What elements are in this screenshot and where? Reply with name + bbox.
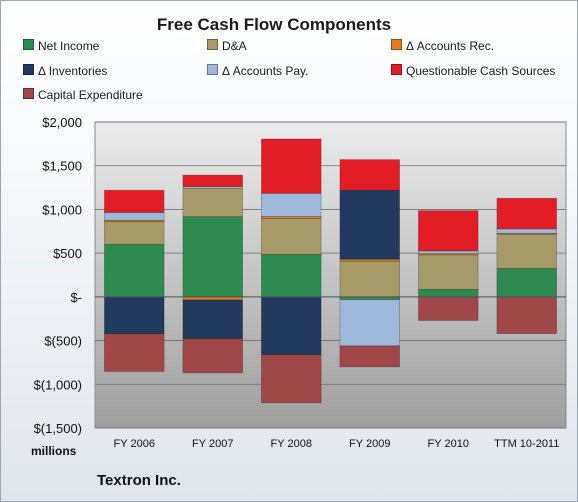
legend-item-da: D&A	[207, 39, 247, 53]
bar-segment	[496, 197, 557, 230]
y-tick-label: $(1,000)	[34, 377, 82, 392]
bar-segment	[496, 268, 557, 298]
legend-swatch	[207, 39, 218, 50]
x-tick-label: FY 2007	[192, 438, 233, 450]
y-tick-label: $2,000	[42, 115, 82, 130]
y-tick-label: $500	[53, 246, 82, 261]
legend-label: Capital Expenditure	[38, 88, 143, 102]
bar-segment	[418, 288, 479, 298]
bar-segment	[261, 296, 322, 356]
x-tick-label: FY 2009	[349, 438, 390, 450]
company-name: Textron Inc.	[97, 472, 181, 489]
bar-segment	[418, 250, 479, 255]
bar-segment	[496, 296, 557, 334]
bar-segment	[104, 333, 165, 372]
x-tick-label: TTM 10-2011	[494, 438, 559, 450]
units-label: millions	[31, 444, 77, 458]
x-tick-label: FY 2008	[271, 438, 312, 450]
bar-segment	[182, 338, 243, 374]
bar-segment	[261, 217, 322, 255]
bar-segment	[261, 138, 322, 194]
y-tick-label: $1,000	[42, 202, 82, 217]
bar-segment	[261, 354, 322, 404]
bar-segment	[339, 159, 400, 191]
legend-label: Net Income	[38, 39, 100, 53]
bar-segment	[418, 254, 479, 290]
chart-title: Free Cash Flow Components	[156, 15, 392, 34]
bar-segment	[104, 296, 165, 335]
bar-segment	[182, 174, 243, 188]
legend-item-accounts-pay: Δ Accounts Pay.	[207, 64, 309, 78]
bar-segment	[104, 212, 165, 221]
legend-swatch	[23, 88, 34, 99]
legend-item-questionable-cash: Questionable Cash Sources	[391, 64, 555, 78]
bar-segment	[418, 296, 479, 321]
bar-segment	[182, 187, 243, 218]
legend-label: Δ Accounts Pay.	[222, 64, 309, 78]
bar-segment	[496, 228, 557, 234]
bar-segment	[104, 189, 165, 213]
y-tick-label: $1,500	[42, 159, 82, 174]
y-tick-label: $-	[70, 290, 82, 305]
y-tick-label: $(1,500)	[34, 421, 82, 436]
legend-item-inventories: Δ Inventories	[23, 64, 107, 78]
bar-segment	[339, 260, 400, 298]
bar-segment	[261, 192, 322, 217]
legend-label: Questionable Cash Sources	[406, 64, 556, 78]
legend-item-capex: Capital Expenditure	[23, 88, 143, 102]
bar-segment	[182, 216, 243, 298]
legend-swatch	[23, 39, 34, 50]
bar-segment	[339, 345, 400, 368]
bar-segment	[104, 243, 165, 298]
bar-segment	[104, 221, 165, 245]
legend-item-accounts-rec: Δ Accounts Rec.	[391, 39, 494, 53]
x-tick-label: FY 2010	[428, 438, 469, 450]
legend-label: D&A	[222, 39, 247, 53]
bar-segment	[339, 189, 400, 260]
bar-segment	[418, 210, 479, 252]
bar-segment	[182, 299, 243, 340]
legend-label: Δ Accounts Rec.	[406, 39, 495, 53]
bar-segment	[496, 233, 557, 269]
bar-segment	[339, 299, 400, 347]
legend-swatch	[23, 64, 34, 75]
legend-swatch	[391, 64, 402, 75]
legend-item-net-income: Net Income	[23, 39, 99, 53]
bar-segment	[261, 253, 322, 298]
legend-label: Δ Inventories	[38, 64, 108, 78]
x-tick-label: FY 2006	[114, 438, 155, 450]
legend-swatch	[391, 39, 402, 50]
y-tick-label: $(500)	[44, 334, 82, 349]
plot-area	[94, 121, 567, 429]
legend-swatch	[207, 64, 218, 75]
